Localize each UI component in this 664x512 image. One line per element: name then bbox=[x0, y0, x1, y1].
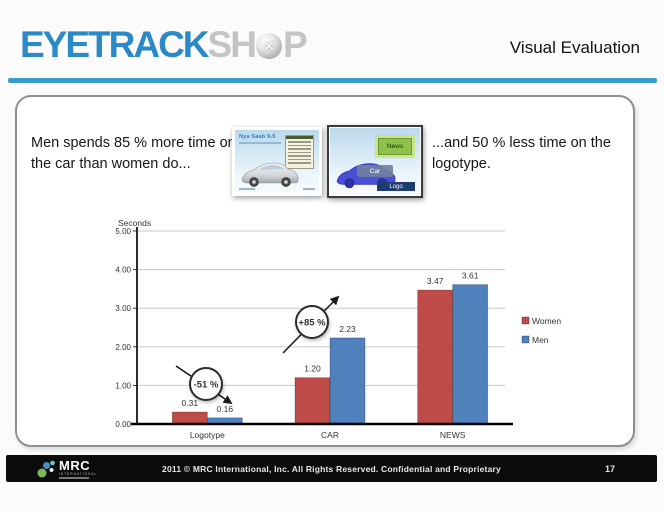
svg-text:3.47: 3.47 bbox=[427, 276, 444, 286]
svg-text:NEWS: NEWS bbox=[440, 430, 466, 440]
svg-text:4.00: 4.00 bbox=[115, 266, 131, 275]
svg-text:5.00: 5.00 bbox=[115, 227, 131, 236]
news-aoi-label: News bbox=[378, 138, 412, 155]
svg-text:+85 %: +85 % bbox=[298, 318, 326, 329]
svg-text:1.00: 1.00 bbox=[115, 381, 131, 390]
mrc-logo-text: MRC bbox=[59, 458, 91, 474]
page-number: 17 bbox=[604, 464, 615, 474]
logo-sphere-icon: ✕ bbox=[255, 32, 282, 59]
svg-text:Men: Men bbox=[532, 335, 549, 345]
logo-text-secondary-end: P bbox=[282, 24, 308, 65]
news-aoi-region: News bbox=[375, 135, 415, 158]
top-divider bbox=[8, 78, 657, 83]
car-aoi-label: Car bbox=[357, 165, 393, 177]
thumbnail-menu-box bbox=[285, 135, 314, 169]
eyetrackshop-logo: EYETRACK SH ✕ P bbox=[20, 24, 308, 65]
logo-text-secondary: SH bbox=[207, 24, 257, 65]
thumbnail-page-title: Nya Saab 9-5 bbox=[239, 134, 276, 140]
svg-text:2.00: 2.00 bbox=[115, 343, 131, 352]
svg-text:0.16: 0.16 bbox=[217, 404, 234, 414]
thumbnail-footer-text-line bbox=[239, 188, 255, 190]
svg-text:Seconds: Seconds bbox=[118, 218, 151, 228]
svg-text:3.61: 3.61 bbox=[462, 271, 479, 281]
mrc-logo-subtext: INTERNATIONAL bbox=[59, 472, 98, 477]
footer-bar: MRC INTERNATIONAL 2011 © MRC Internation… bbox=[6, 455, 657, 482]
svg-text:2.23: 2.23 bbox=[339, 324, 356, 334]
svg-text:Logotype: Logotype bbox=[190, 430, 225, 440]
thumbnail-brand-text-line bbox=[303, 188, 315, 190]
logo-aoi-label: Logo bbox=[377, 182, 415, 191]
svg-text:-51 %: -51 % bbox=[194, 380, 219, 391]
mrc-logo-tagline-line bbox=[59, 477, 89, 479]
svg-text:0.00: 0.00 bbox=[115, 420, 131, 429]
webpage-background: News Car Logo bbox=[330, 128, 420, 195]
logo-text-primary: EYETRACK bbox=[20, 24, 210, 65]
stimulus-thumbnail-annotated: News Car Logo bbox=[327, 125, 423, 198]
bar-chart: Seconds 0.00 1.00 2.00 3.00 4.00 5.00 0.31 1.20 3… bbox=[115, 218, 561, 440]
stimulus-thumbnail-original: Nya Saab 9-5 bbox=[232, 127, 322, 196]
mrc-circles-icon bbox=[37, 460, 55, 478]
silver-car-image bbox=[241, 162, 299, 187]
svg-text:CAR: CAR bbox=[321, 430, 339, 440]
page-title: Visual Evaluation bbox=[509, 38, 640, 57]
mrc-logo: MRC INTERNATIONAL bbox=[36, 458, 97, 480]
svg-text:0.31: 0.31 bbox=[182, 398, 199, 408]
svg-text:3.00: 3.00 bbox=[115, 304, 131, 313]
webpage-background: Nya Saab 9-5 bbox=[235, 130, 319, 193]
finding-text-car: Men spends 85 % more time on the car tha… bbox=[31, 135, 236, 173]
finding-text-logotype: ...and 50 % less time on the logotype. bbox=[432, 135, 611, 173]
thumbnail-subtitle-line bbox=[239, 142, 281, 144]
svg-text:1.20: 1.20 bbox=[304, 364, 321, 374]
copyright-text: 2011 © MRC International, Inc. All Right… bbox=[162, 463, 501, 474]
svg-text:Women: Women bbox=[532, 316, 561, 326]
